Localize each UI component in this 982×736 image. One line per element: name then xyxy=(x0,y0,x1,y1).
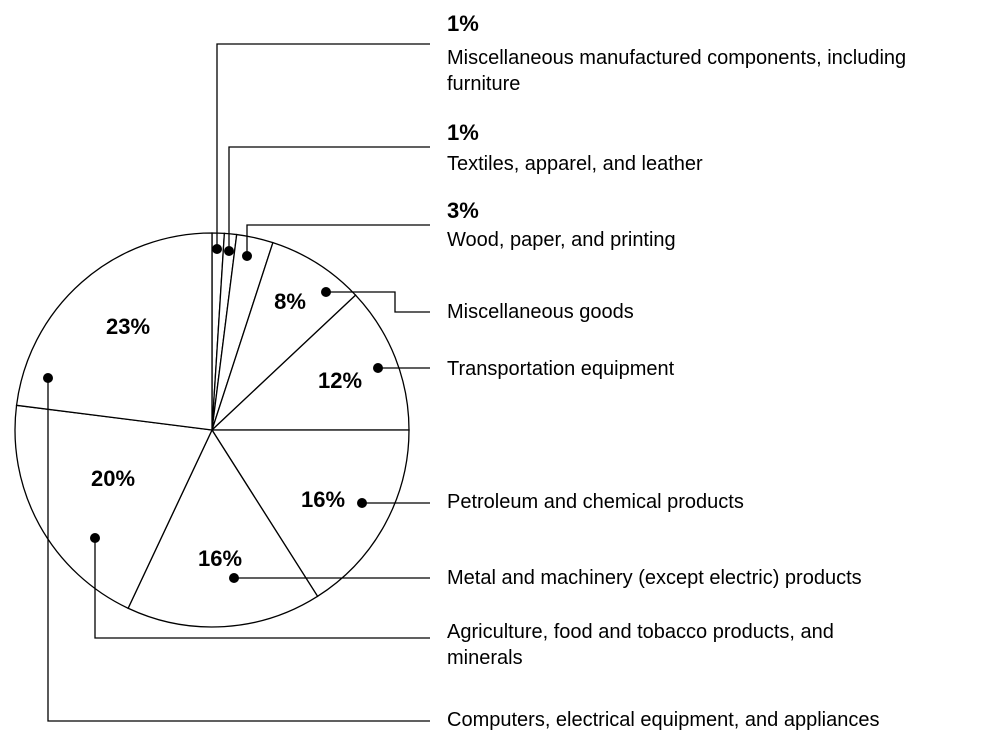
legend-label: Transportation equipment xyxy=(447,358,675,380)
slice-label: 16% xyxy=(198,546,242,571)
leader-dot xyxy=(373,363,383,373)
legend-label: Metal and machinery (except electric) pr… xyxy=(447,567,862,589)
legend-label: Petroleum and chemical products xyxy=(447,491,744,513)
slice-label: 1% xyxy=(447,120,479,145)
leader-dot xyxy=(242,251,252,261)
legend-label: Textiles, apparel, and leather xyxy=(447,153,703,175)
pie-slice xyxy=(211,241,357,431)
leader-dot xyxy=(229,573,239,583)
leader-dot xyxy=(90,533,100,543)
slice-label: 16% xyxy=(301,487,345,512)
legend-label: Wood, paper, and printing xyxy=(447,229,676,251)
leader-line xyxy=(228,146,430,251)
leader-line xyxy=(47,378,430,722)
slice-label: 12% xyxy=(318,368,362,393)
legend-label: Miscellaneous goods xyxy=(447,301,634,323)
pie-slice xyxy=(210,294,410,431)
slice-label: 1% xyxy=(447,11,479,36)
legend-label: Computers, electrical equipment, and app… xyxy=(447,709,880,731)
pie-slice xyxy=(15,232,213,431)
slice-label: 20% xyxy=(91,466,135,491)
leader-line xyxy=(246,224,430,256)
pie-slice xyxy=(14,404,213,610)
leader-dot xyxy=(321,287,331,297)
slice-label: 8% xyxy=(274,289,306,314)
slice-label: 23% xyxy=(106,314,150,339)
leader-line xyxy=(216,43,430,249)
legend-label: Miscellaneous manufactured components, i… xyxy=(447,47,907,95)
leader-line xyxy=(326,291,430,313)
leader-dot xyxy=(357,498,367,508)
leader-dot xyxy=(224,246,234,256)
leader-dot xyxy=(212,244,222,254)
leader-dot xyxy=(43,373,53,383)
slice-label: 3% xyxy=(447,198,479,223)
legend-label: Agriculture, food and tobacco products, … xyxy=(447,621,834,669)
leader-line xyxy=(94,538,430,639)
pie-slice xyxy=(210,429,410,598)
